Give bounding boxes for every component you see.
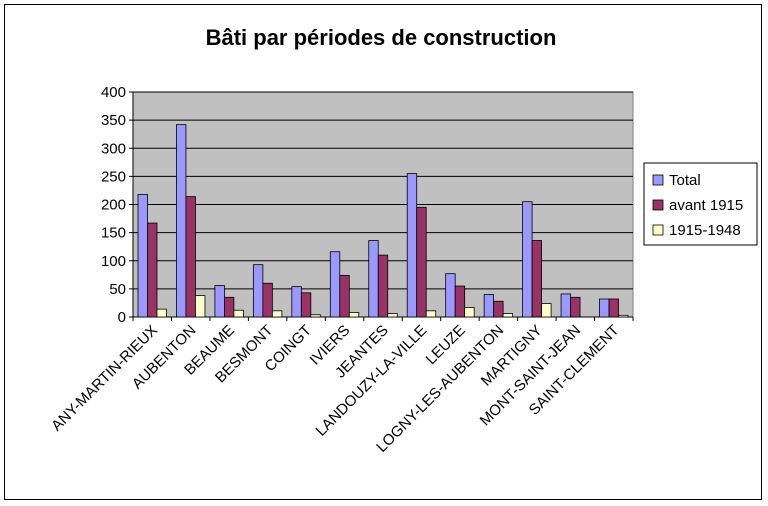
bar-avant-1915-aubenton [185,196,196,318]
bar-1915-1948-saint-clement [618,314,629,318]
bar-avant-1915-coingt [300,292,312,318]
y-tick-label: 50 [109,281,126,298]
legend-swatch [652,174,664,186]
bar-1915-1948-logny-les-aubenton [502,313,514,318]
legend-swatch [652,199,664,211]
bar-total-landouzy-la-ville [406,173,418,318]
y-tick-label: 200 [101,197,126,214]
bar-total-any-martin-rieux [137,193,148,318]
bar-total-besmont [252,264,264,318]
x-tick-labels: ANY-MARTIN-RIEUXAUBENTONBEAUMEBESMONTCOI… [48,322,622,456]
bar-total-saint-clement [599,298,610,318]
bar-total-aubenton [176,124,187,318]
y-tick-label: 250 [101,168,126,185]
bar-1915-1948-besmont [271,310,283,318]
bar-total-leuze [445,273,456,318]
bar-total-logny-les-aubenton [483,294,495,318]
legend-swatch [652,224,664,236]
y-tick-label: 150 [101,225,126,242]
bar-total-martigny [522,201,533,318]
bar-1915-1948-aubenton [195,295,206,318]
legend-label: 1915-1948 [669,222,741,239]
bar-avant-1915-saint-clement [608,298,619,318]
legend: Total avant 1915 1915-1948 [643,162,758,246]
bar-1915-1948-beaume [233,309,244,318]
chart-title: Bâti par périodes de construction [206,25,557,50]
bar-1915-1948-jeantes [387,313,398,318]
bar-total-iviers [329,251,341,318]
legend-label: avant 1915 [669,197,743,214]
bar-avant-1915-landouzy-la-ville [416,206,427,318]
y-tick-label: 300 [101,140,126,157]
y-tick-label: 400 [101,84,126,101]
y-tick-label: 100 [101,253,126,270]
bar-1915-1948-any-martin-rieux [156,308,167,318]
bar-avant-1915-martigny [531,240,542,318]
bars [137,124,629,318]
bar-avant-1915-mont-saint-jean [570,296,581,318]
bar-total-mont-saint-jean [560,293,571,318]
bar-avant-1915-besmont [262,282,273,318]
bar-1915-1948-martigny [541,303,552,318]
bar-total-coingt [291,286,302,318]
bar-avant-1915-jeantes [377,254,389,318]
bar-1915-1948-landouzy-la-ville [425,310,437,318]
chart-frame: Bâti par périodes de construction 0 50 100… [4,4,762,500]
bar-avant-1915-logny-les-aubenton [493,300,504,318]
x-axis [132,316,634,321]
y-axis: 0 50 100 150 200 250 300 350 400 [101,84,134,326]
bar-avant-1915-iviers [339,274,350,318]
bar-1915-1948-coingt [310,314,321,318]
bar-1915-1948-leuze [464,307,475,318]
bar-total-jeantes [368,240,379,318]
y-tick-label: 0 [118,309,126,326]
bar-avant-1915-beaume [224,296,235,318]
legend-label: Total [669,172,701,189]
y-tick-label: 350 [101,112,126,129]
bar-avant-1915-leuze [454,285,466,318]
bar-avant-1915-any-martin-rieux [147,222,158,318]
bar-1915-1948-iviers [348,312,360,318]
bar-total-beaume [214,285,225,318]
chart: Bâti par périodes de construction 0 50 100… [48,25,758,456]
